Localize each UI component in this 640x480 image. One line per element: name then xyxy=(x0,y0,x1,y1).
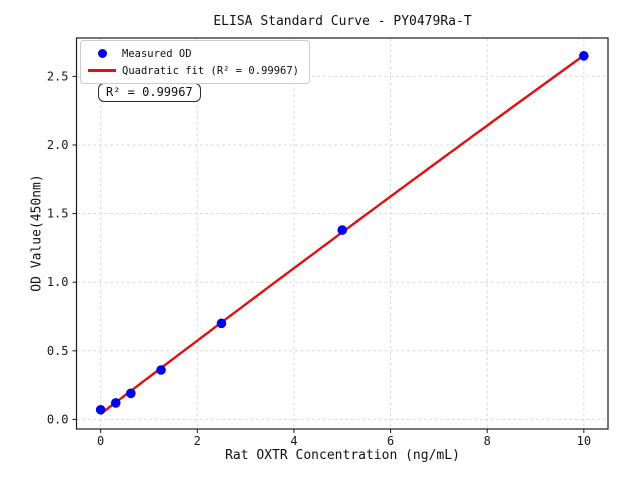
data-point xyxy=(337,225,348,235)
y-tick-label: 1.0 xyxy=(47,275,69,289)
data-point xyxy=(126,388,136,399)
legend-dot-marker xyxy=(87,49,117,58)
y-tick-label: 0.0 xyxy=(47,412,69,426)
r-squared-annotation: R² = 0.99967 xyxy=(98,83,201,102)
x-tick-label: 2 xyxy=(194,434,201,448)
legend-line-marker xyxy=(87,69,117,72)
measured-od-marker-icon xyxy=(97,49,107,58)
legend-item-measured-od: Measured OD xyxy=(87,46,299,61)
x-tick-label: 4 xyxy=(290,434,297,448)
y-tick-label: 2.0 xyxy=(47,138,69,152)
y-axis-label: OD Value(450nm) xyxy=(29,174,45,292)
y-tick-label: 2.5 xyxy=(47,69,69,83)
legend-label-measured-od: Measured OD xyxy=(122,47,192,60)
x-tick-label: 8 xyxy=(484,434,491,448)
data-point xyxy=(579,51,589,61)
data-point xyxy=(156,365,166,375)
legend: Measured OD Quadratic fit (R² = 0.99967) xyxy=(80,40,311,84)
y-tick-label: 1.5 xyxy=(47,207,69,221)
axes-frame xyxy=(75,37,609,430)
legend-item-quadratic-fit: Quadratic fit (R² = 0.99967) xyxy=(87,63,299,78)
x-axis-label: Rat OXTR Concentration (ng/mL) xyxy=(225,448,460,463)
x-tick-label: 0 xyxy=(97,434,104,448)
y-tick-label: 0.5 xyxy=(47,344,69,358)
data-point xyxy=(95,404,106,415)
data-point xyxy=(216,318,227,329)
quadratic-fit-marker-icon xyxy=(88,69,116,72)
chart-title: ELISA Standard Curve - PY0479Ra-T xyxy=(213,14,472,29)
data-point xyxy=(110,398,121,408)
x-tick-label: 6 xyxy=(387,434,394,448)
legend-label-quadratic-fit: Quadratic fit (R² = 0.99967) xyxy=(122,64,300,77)
x-tick-label: 10 xyxy=(577,434,591,448)
